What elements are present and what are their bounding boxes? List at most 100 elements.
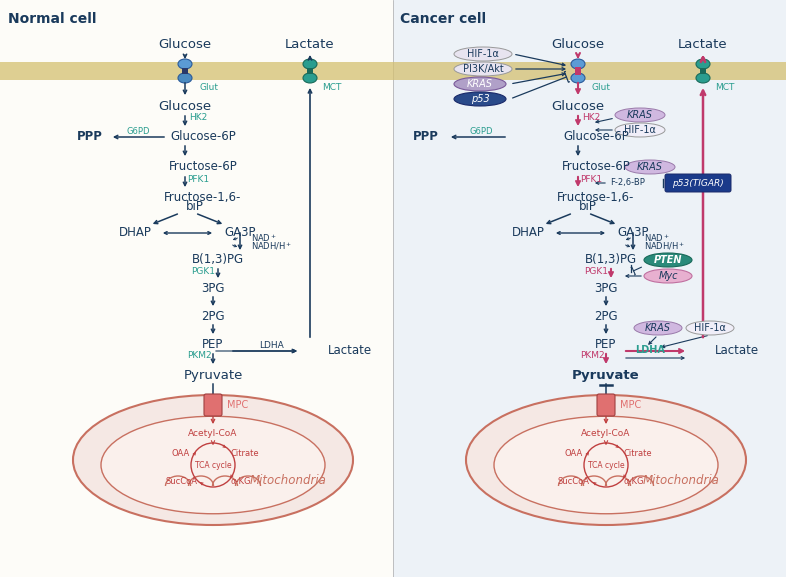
Text: p53: p53 (471, 94, 490, 104)
Text: 3PG: 3PG (594, 282, 618, 294)
Text: Pyruvate: Pyruvate (183, 369, 243, 381)
Text: PPP: PPP (413, 130, 439, 144)
Bar (393, 0, 786, 577)
Text: Myc: Myc (658, 271, 678, 281)
Text: Glucose: Glucose (552, 99, 604, 113)
Bar (182, 68, 188, 74)
Ellipse shape (454, 92, 506, 106)
Text: NAD$^+$: NAD$^+$ (644, 232, 670, 244)
Ellipse shape (303, 59, 317, 69)
Text: OAA: OAA (172, 448, 190, 458)
Text: GA3P: GA3P (617, 227, 648, 239)
Text: PPP: PPP (77, 130, 103, 144)
Text: Glut: Glut (200, 83, 219, 92)
Bar (575, 67, 581, 75)
Text: Normal cell: Normal cell (8, 12, 97, 26)
Ellipse shape (494, 416, 718, 514)
Text: DHAP: DHAP (119, 227, 152, 239)
Ellipse shape (454, 62, 512, 76)
Text: KRAS: KRAS (627, 110, 653, 120)
Ellipse shape (466, 395, 746, 525)
Text: Glut: Glut (592, 83, 611, 92)
Ellipse shape (101, 416, 325, 514)
Text: MCT: MCT (715, 83, 734, 92)
Text: Mitochondria: Mitochondria (250, 474, 326, 486)
FancyBboxPatch shape (665, 174, 731, 192)
Text: biP: biP (186, 200, 204, 213)
Text: PGK1: PGK1 (191, 268, 215, 276)
Text: 2PG: 2PG (594, 309, 618, 323)
Text: Glucose-6P: Glucose-6P (563, 130, 629, 144)
Ellipse shape (178, 59, 192, 69)
Text: HIF-1α: HIF-1α (467, 49, 499, 59)
Ellipse shape (303, 73, 317, 83)
Text: Citrate: Citrate (230, 448, 259, 458)
Ellipse shape (696, 73, 710, 83)
Bar (393, 62, 786, 80)
Text: Lactate: Lactate (715, 344, 759, 358)
Text: Fructose-6P: Fructose-6P (562, 160, 630, 174)
Text: DHAP: DHAP (512, 227, 545, 239)
Text: PEP: PEP (202, 338, 224, 350)
Text: Acetyl-CoA: Acetyl-CoA (582, 429, 630, 439)
Text: B(1,3)PG: B(1,3)PG (585, 253, 637, 267)
Text: Citrate: Citrate (623, 448, 652, 458)
Text: PKM2: PKM2 (580, 351, 604, 361)
Text: NADH/H$^+$: NADH/H$^+$ (251, 240, 292, 252)
Ellipse shape (454, 47, 512, 61)
Text: NAD$^+$: NAD$^+$ (251, 232, 277, 244)
Ellipse shape (571, 73, 585, 83)
Text: B(1,3)PG: B(1,3)PG (192, 253, 244, 267)
Text: PTEN: PTEN (654, 255, 682, 265)
Text: OAA: OAA (565, 448, 583, 458)
Ellipse shape (571, 59, 585, 69)
Text: SucCoA: SucCoA (165, 477, 197, 485)
Text: PKM2: PKM2 (187, 351, 211, 361)
Text: Lactate: Lactate (678, 38, 728, 51)
Ellipse shape (686, 321, 734, 335)
Bar (307, 68, 313, 74)
Text: F-2,6-BP: F-2,6-BP (611, 178, 645, 188)
Text: GA3P: GA3P (224, 227, 255, 239)
Text: 2PG: 2PG (201, 309, 225, 323)
Ellipse shape (634, 321, 682, 335)
Text: HK2: HK2 (189, 114, 208, 122)
FancyBboxPatch shape (597, 394, 615, 416)
Text: Cancer cell: Cancer cell (400, 12, 486, 26)
Ellipse shape (644, 253, 692, 267)
FancyBboxPatch shape (204, 394, 222, 416)
Text: Glucose-6P: Glucose-6P (170, 130, 236, 144)
Ellipse shape (644, 269, 692, 283)
Text: Acetyl-CoA: Acetyl-CoA (189, 429, 237, 439)
Text: HIF-1α: HIF-1α (624, 125, 656, 135)
Text: LDHA: LDHA (635, 345, 665, 355)
Text: 3PG: 3PG (201, 282, 225, 294)
Text: NADH/H$^+$: NADH/H$^+$ (644, 240, 685, 252)
Text: LDHA: LDHA (259, 342, 285, 350)
Bar (0, 0, 393, 577)
Text: Glucose: Glucose (159, 99, 211, 113)
Text: TCA cycle: TCA cycle (195, 460, 231, 470)
Ellipse shape (615, 108, 665, 122)
Text: TCA cycle: TCA cycle (588, 460, 624, 470)
Text: α-KG: α-KG (624, 477, 645, 485)
Text: MPC: MPC (227, 400, 248, 410)
Text: Glucose: Glucose (159, 38, 211, 51)
Text: SucCoA: SucCoA (558, 477, 590, 485)
Text: p53(TIGAR): p53(TIGAR) (672, 178, 724, 188)
Ellipse shape (73, 395, 353, 525)
Text: KRAS: KRAS (637, 162, 663, 172)
Text: Lactate: Lactate (328, 344, 372, 358)
Text: Mitochondria: Mitochondria (643, 474, 719, 486)
Text: biP: biP (579, 200, 597, 213)
Text: Lactate: Lactate (285, 38, 335, 51)
Text: PFK1: PFK1 (187, 174, 209, 183)
Text: Fructose-6P: Fructose-6P (169, 160, 237, 174)
Text: HIF-1α: HIF-1α (694, 323, 726, 333)
Text: PFK1: PFK1 (580, 174, 602, 183)
Ellipse shape (615, 123, 665, 137)
Ellipse shape (696, 59, 710, 69)
Text: Fructose-1,6-: Fructose-1,6- (557, 190, 634, 204)
Text: PI3K/Akt: PI3K/Akt (463, 64, 503, 74)
Text: HK2: HK2 (582, 114, 601, 122)
